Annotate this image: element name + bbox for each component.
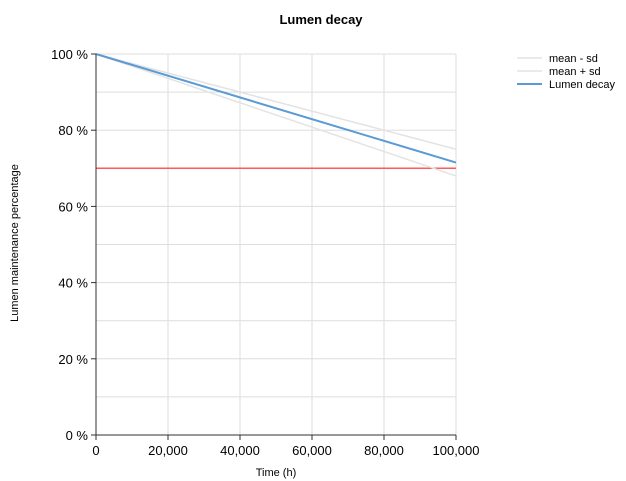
y-tick-label: 100 % — [51, 47, 88, 62]
y-tick-label: 20 % — [58, 352, 88, 367]
legend-label: mean + sd — [549, 66, 601, 78]
legend-label: Lumen decay — [549, 79, 616, 91]
x-tick-label: 20,000 — [148, 443, 188, 458]
x-tick-label: 80,000 — [364, 443, 404, 458]
y-axis-label: Lumen maintenance percentage — [9, 164, 21, 322]
grid-layer — [96, 53, 457, 435]
x-tick-label: 60,000 — [292, 443, 332, 458]
x-tick-label: 40,000 — [220, 443, 260, 458]
x-axis-label: Time (h) — [256, 467, 297, 479]
plot-layer — [95, 53, 457, 177]
x-tick-label: 0 — [92, 443, 99, 458]
x-tick-label: 100,000 — [433, 443, 480, 458]
series-line-mean-sd — [95, 53, 457, 150]
y-tick-label: 80 % — [58, 123, 88, 138]
y-tick-label: 60 % — [58, 199, 88, 214]
y-tick-label: 0 % — [66, 428, 89, 443]
axes-layer: 0 % 20 % 40 % 60 % 80 % 100 % 0 20,000 40,000 60,… — [51, 47, 479, 458]
chart-title: Lumen decay — [279, 12, 363, 27]
y-tick-label: 40 % — [58, 276, 88, 291]
series-line-mean-sd — [95, 53, 457, 177]
legend-label: mean - sd — [549, 53, 598, 65]
series-line-lumen-decay — [95, 53, 457, 164]
